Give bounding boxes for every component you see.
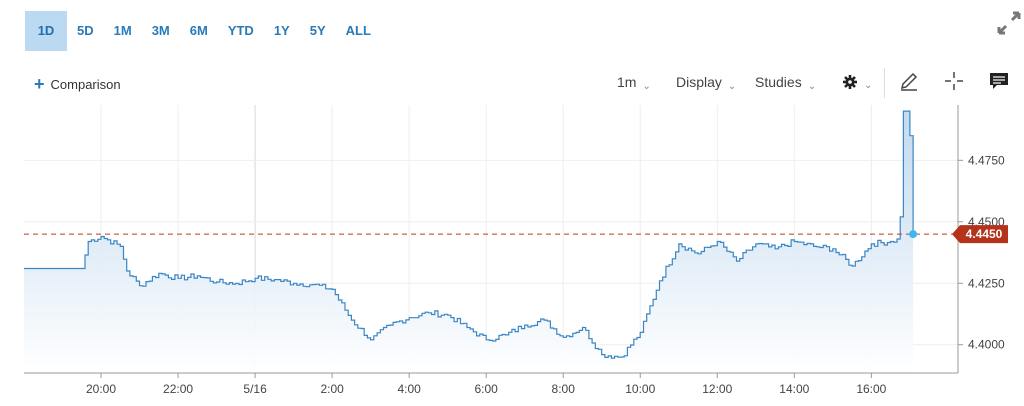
y-tick-label: 4.4750 bbox=[968, 153, 1005, 167]
settings-dropdown[interactable]: ⌄ bbox=[842, 72, 872, 93]
range-selector: 1D 5D 1M 3M 6M YTD 1Y 5Y ALL bbox=[25, 11, 381, 51]
range-tab-1d[interactable]: 1D bbox=[25, 11, 67, 51]
chevron-down-icon: ⌄ bbox=[642, 81, 651, 92]
current-price-label: 4.4450 bbox=[966, 227, 1003, 241]
range-tab-6m[interactable]: 6M bbox=[189, 23, 208, 38]
x-tick-label: 16:00 bbox=[856, 382, 886, 396]
price-chart-svg: 20:00 22:00 5/16 2:00 4:00 6:00 8:00 10:00 12:00… bbox=[24, 105, 1008, 396]
range-tab-5d[interactable]: 5D bbox=[77, 23, 94, 38]
x-tick-label: 6:00 bbox=[475, 382, 499, 396]
display-label: Display bbox=[676, 74, 722, 90]
settings-gear-icon bbox=[843, 75, 857, 90]
x-tick-label: 2:00 bbox=[320, 382, 344, 396]
studies-dropdown[interactable]: Studies ⌄ bbox=[755, 73, 816, 94]
range-tab-ytd[interactable]: YTD bbox=[227, 23, 254, 38]
studies-label: Studies bbox=[755, 74, 802, 90]
price-area bbox=[24, 111, 914, 373]
comment-icon[interactable] bbox=[988, 70, 1010, 92]
range-tab-1m[interactable]: 1M bbox=[113, 23, 132, 38]
comparison-label: Comparison bbox=[50, 76, 121, 92]
y-tick-label: 4.4250 bbox=[968, 276, 1005, 290]
x-tick-label: 22:00 bbox=[163, 382, 193, 396]
crosshair-icon[interactable] bbox=[943, 70, 965, 92]
current-price-tag: 4.4450 bbox=[952, 225, 1008, 244]
x-tick-label: 12:00 bbox=[702, 382, 732, 396]
chevron-down-icon: ⌄ bbox=[807, 81, 817, 92]
x-tick-label: 5/16 bbox=[243, 382, 267, 396]
price-line bbox=[24, 110, 914, 359]
chevron-down-icon: ⌄ bbox=[864, 80, 873, 91]
interval-dropdown[interactable]: 1m ⌄ bbox=[617, 73, 651, 94]
y-tick-label: 4.4000 bbox=[968, 338, 1005, 352]
toolbar-divider bbox=[884, 68, 885, 98]
x-tick-label: 14:00 bbox=[779, 382, 809, 396]
draw-pencil-icon[interactable] bbox=[898, 70, 920, 92]
range-tab-1y[interactable]: 1Y bbox=[273, 23, 290, 38]
x-tick-label: 8:00 bbox=[552, 382, 576, 396]
x-tick-label: 10:00 bbox=[625, 382, 655, 396]
range-tab-3m[interactable]: 3M bbox=[151, 23, 170, 38]
expand-icon[interactable] bbox=[996, 10, 1022, 36]
range-tab-5y[interactable]: 5Y bbox=[309, 23, 326, 38]
plus-icon: + bbox=[34, 74, 45, 94]
x-tick-label: 20:00 bbox=[86, 382, 116, 396]
current-price-dot bbox=[909, 230, 918, 239]
x-tick-label: 4:00 bbox=[397, 382, 421, 396]
price-chart[interactable]: 20:00 22:00 5/16 2:00 4:00 6:00 8:00 10:00 12:00… bbox=[0, 105, 1024, 401]
range-tab-all[interactable]: ALL bbox=[345, 23, 371, 38]
interval-label: 1m bbox=[617, 74, 637, 90]
add-comparison-button[interactable]: + Comparison bbox=[34, 74, 121, 94]
display-dropdown[interactable]: Display ⌄ bbox=[676, 73, 736, 94]
chevron-down-icon: ⌄ bbox=[727, 81, 737, 92]
